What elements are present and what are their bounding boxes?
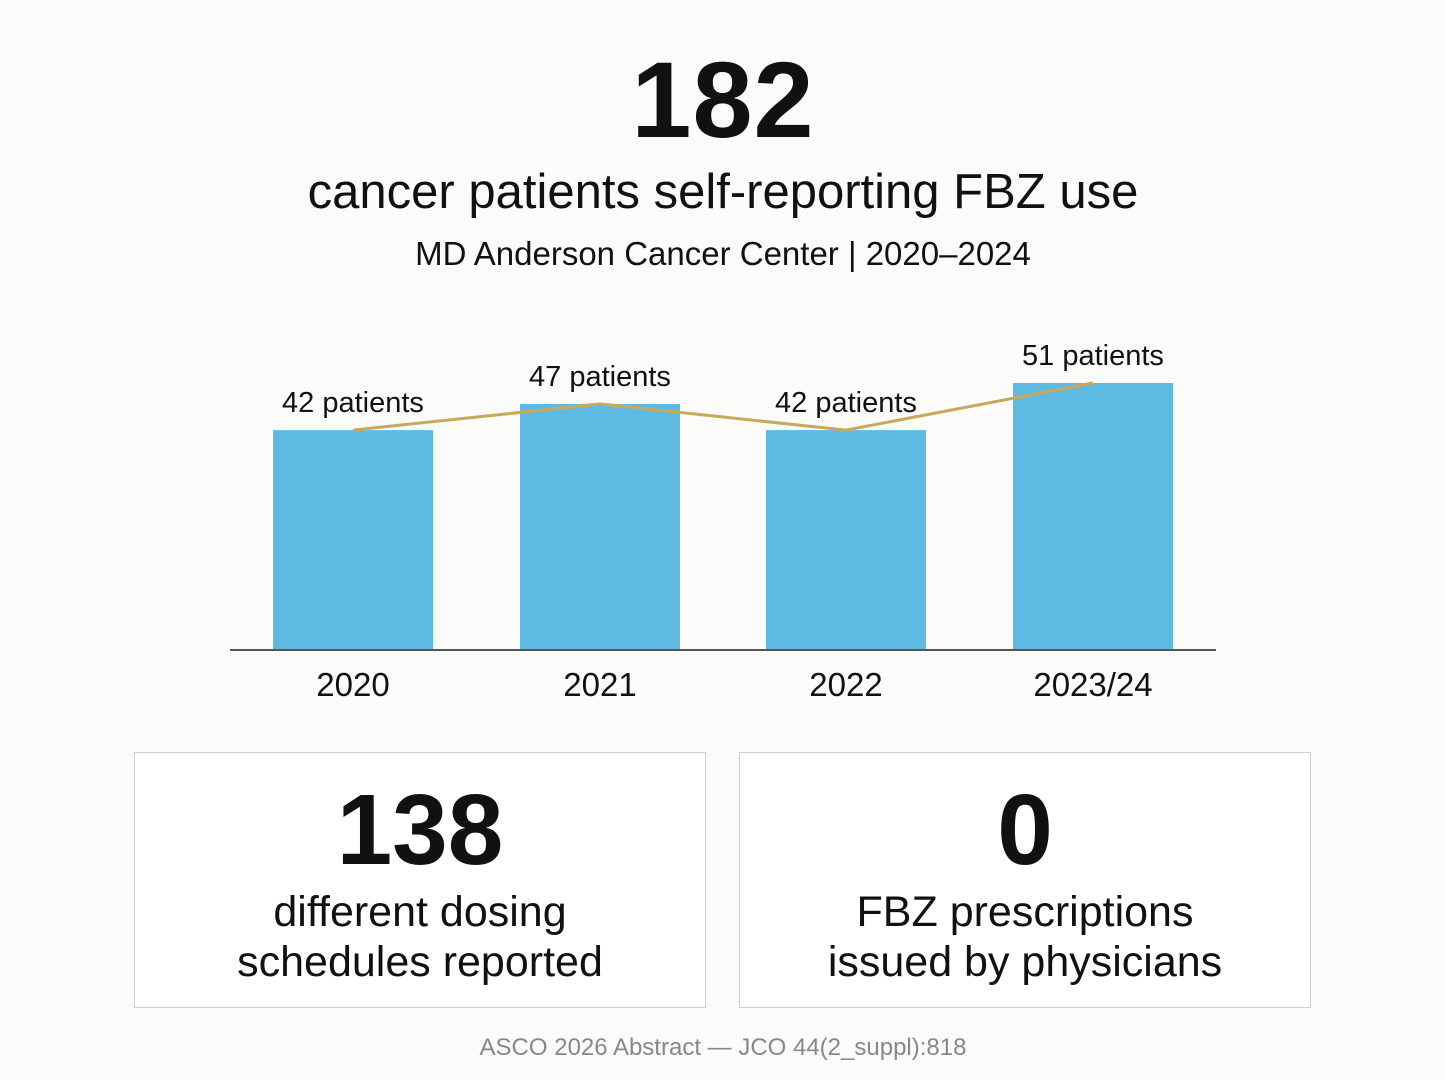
- stat-label-dosing: different dosing schedules reported: [135, 887, 705, 987]
- bar-2021: [520, 403, 680, 650]
- bar-2023/24: [1013, 383, 1173, 650]
- stat-label-prescriptions-line2: issued by physicians: [827, 938, 1223, 986]
- trend-line: [352, 381, 1094, 432]
- x-tick-label-2022: 2022: [809, 666, 882, 703]
- subtitle: MD Anderson Cancer Center | 2020–2024: [415, 235, 1031, 272]
- stat-label-prescriptions-line1: FBZ prescriptions: [856, 888, 1194, 936]
- stat-label-dosing-line2: schedules reported: [237, 938, 603, 986]
- x-tick-label-2023/24: 2023/24: [1033, 666, 1152, 703]
- data-label-2021: 47 patients: [529, 361, 671, 393]
- data-label-2023/24: 51 patients: [1022, 340, 1164, 372]
- stat-label-dosing-line1: different dosing: [273, 888, 567, 936]
- x-tick-label-2020: 2020: [316, 666, 389, 703]
- data-label-2020: 42 patients: [282, 387, 424, 419]
- stat-label-prescriptions: FBZ prescriptions issued by physicians: [740, 887, 1310, 987]
- headline-number: 182: [631, 39, 815, 160]
- headline-text: cancer patients self-reporting FBZ use: [307, 165, 1139, 219]
- stat-card-prescriptions: 0 FBZ prescriptions issued by physicians: [739, 752, 1311, 1008]
- patients-by-year-chart: 42 patients 47 patients 42 patients 51 pati…: [230, 340, 1216, 703]
- data-label-2022: 42 patients: [775, 387, 917, 419]
- stat-card-dosing: 138 different dosing schedules reported: [134, 752, 706, 1008]
- bar-2022: [766, 430, 926, 650]
- x-tick-label-2021: 2021: [563, 666, 636, 703]
- stat-number-dosing: 138: [336, 774, 504, 886]
- bar-2020: [273, 430, 433, 650]
- footer-citation: ASCO 2026 Abstract — JCO 44(2_suppl):818: [479, 1034, 967, 1061]
- stat-number-prescriptions: 0: [997, 774, 1053, 886]
